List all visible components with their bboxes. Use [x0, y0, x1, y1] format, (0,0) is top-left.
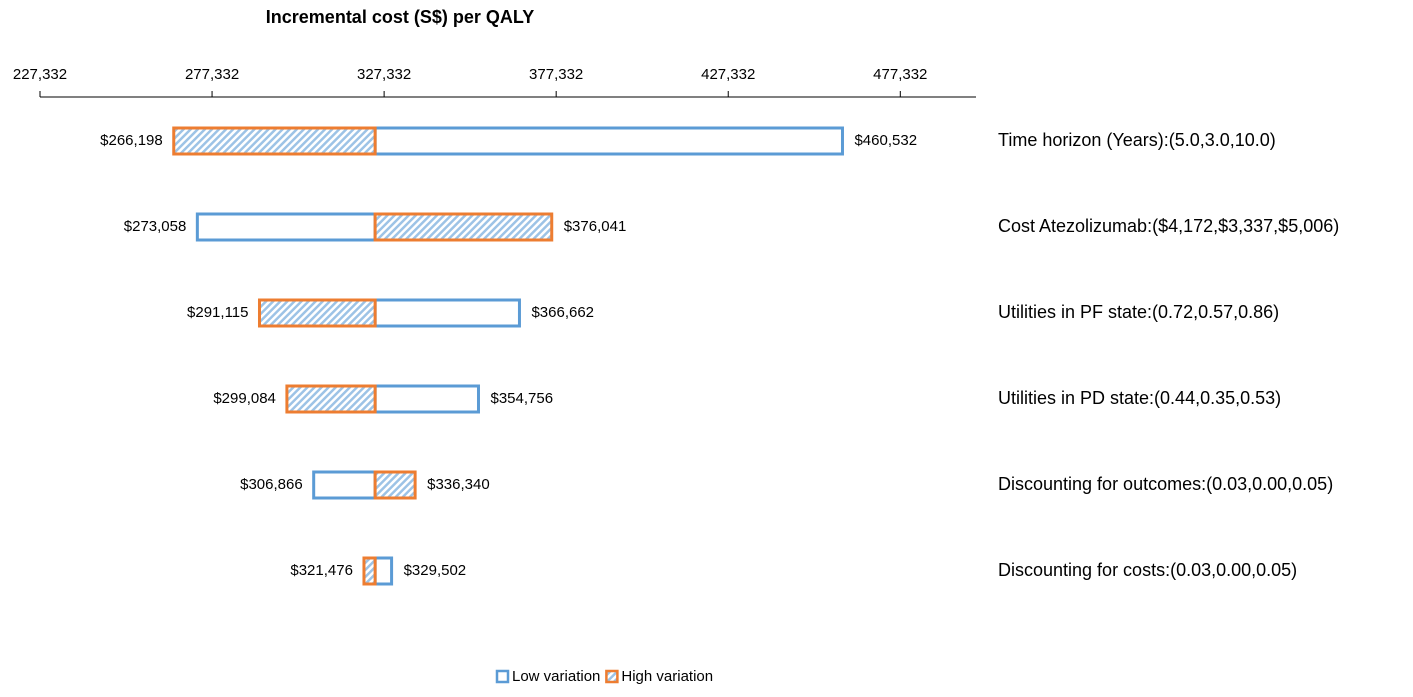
value-label: $291,115: [187, 304, 248, 321]
legend-label: Low variation: [512, 668, 600, 685]
bar: [195, 212, 377, 242]
category-label: Utilities in PD state:(0.44,0.35,0.53): [998, 388, 1281, 408]
x-tick-label: 377,332: [529, 66, 583, 83]
bar: [373, 384, 480, 414]
legend-label: High variation: [621, 668, 713, 685]
x-tick-label: 477,332: [873, 66, 927, 83]
bar: [172, 126, 377, 156]
bar: [285, 384, 377, 414]
bar: [373, 470, 417, 500]
category-label: Utilities in PF state:(0.72,0.57,0.86): [998, 302, 1279, 322]
value-label: $321,476: [290, 562, 353, 579]
bar: [312, 470, 377, 500]
bar: [373, 212, 554, 242]
x-tick-label: 427,332: [701, 66, 755, 83]
bar: [257, 298, 377, 328]
value-label: $266,198: [100, 132, 163, 149]
value-label: $306,866: [240, 476, 303, 493]
value-label: $273,058: [124, 218, 187, 235]
x-tick-label: 327,332: [357, 66, 411, 83]
bar: [362, 556, 377, 586]
category-label: Discounting for costs:(0.03,0.00,0.05): [998, 560, 1297, 580]
x-tick-label: 277,332: [185, 66, 239, 83]
legend-swatch: [495, 669, 510, 684]
bar: [373, 298, 521, 328]
value-label: $366,662: [531, 304, 594, 321]
bar: [373, 126, 844, 156]
value-label: $376,041: [564, 218, 627, 235]
value-label: $460,532: [854, 132, 917, 149]
value-label: $336,340: [427, 476, 490, 493]
category-label: Cost Atezolizumab:($4,172,$3,337,$5,006): [998, 216, 1339, 236]
category-label: Time horizon (Years):(5.0,3.0,10.0): [998, 130, 1276, 150]
value-label: $299,084: [213, 390, 276, 407]
chart-title: Incremental cost (S$) per QALY: [266, 7, 534, 27]
bar: [373, 556, 394, 586]
x-tick-label: 227,332: [13, 66, 67, 83]
category-label: Discounting for outcomes:(0.03,0.00,0.05…: [998, 474, 1333, 494]
value-label: $329,502: [404, 562, 467, 579]
legend-swatch: [605, 669, 619, 684]
value-label: $354,756: [490, 390, 553, 407]
